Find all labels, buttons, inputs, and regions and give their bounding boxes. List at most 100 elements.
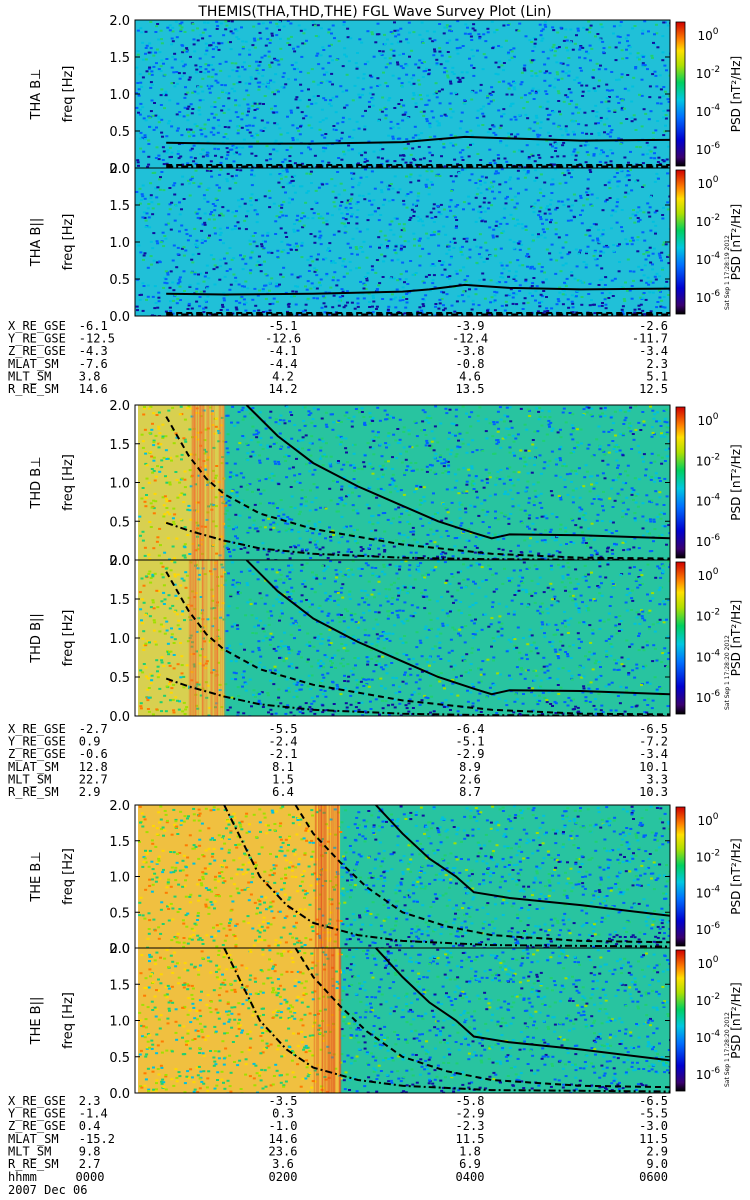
psd-speck [160, 118, 164, 121]
psd-speck [489, 301, 493, 304]
psd-speck [155, 146, 159, 149]
psd-speck [209, 160, 213, 163]
psd-speck [188, 76, 192, 79]
psd-speck [189, 55, 192, 58]
psd-speck [422, 486, 426, 489]
psd-speck [235, 210, 238, 213]
psd-speck [392, 54, 396, 57]
psd-speck [496, 470, 500, 473]
psd-speck [254, 199, 258, 202]
psd-speck [407, 429, 411, 432]
psd-speck [434, 472, 438, 475]
psd-speck [426, 94, 429, 97]
psd-speck [440, 557, 444, 560]
psd-speck [149, 240, 153, 243]
psd-speck [210, 112, 214, 115]
psd-speck [346, 36, 350, 39]
psd-speck [500, 511, 504, 514]
psd-speck [429, 469, 432, 472]
psd-speck [612, 25, 616, 28]
psd-speck [625, 184, 628, 187]
psd-speck [168, 306, 172, 309]
psd-speck [175, 266, 179, 269]
psd-speck [582, 26, 586, 29]
psd-speck [461, 45, 465, 47]
psd-speck [400, 82, 404, 85]
psd-speck [547, 208, 551, 211]
psd-speck [466, 275, 470, 278]
psd-speck [609, 520, 613, 523]
psd-speck [346, 242, 350, 245]
psd-speck [559, 128, 563, 131]
psd-speck [488, 494, 492, 497]
psd-speck [248, 124, 252, 127]
psd-speck [430, 501, 434, 504]
psd-speck [266, 38, 270, 41]
psd-speck [293, 480, 297, 483]
psd-speck [512, 86, 516, 89]
psd-speck [215, 20, 219, 23]
psd-speck [376, 406, 380, 409]
psd-speck [409, 191, 413, 194]
psd-speck [236, 116, 240, 118]
psd-speck [193, 227, 197, 230]
psd-speck [265, 553, 269, 556]
psd-speck [170, 43, 173, 46]
psd-speck [158, 178, 162, 181]
psd-speck [135, 106, 139, 109]
psd-speck [262, 103, 265, 105]
psd-speck [619, 409, 622, 412]
y-axis-label: freq [Hz] [61, 66, 76, 123]
psd-speck [498, 60, 502, 63]
psd-speck [580, 296, 584, 298]
psd-speck [350, 301, 354, 304]
psd-speck [438, 23, 442, 25]
psd-speck [485, 257, 489, 260]
psd-speck [474, 91, 478, 94]
psd-speck [270, 277, 274, 280]
psd-speck [439, 553, 443, 555]
psd-speck [434, 303, 438, 305]
psd-speck [276, 59, 280, 62]
psd-speck [583, 519, 587, 522]
psd-speck [538, 70, 542, 73]
psd-speck [404, 306, 408, 309]
psd-speck [138, 108, 142, 111]
psd-speck [438, 102, 442, 105]
psd-speck [641, 515, 645, 518]
psd-speck [344, 218, 348, 221]
psd-speck [402, 426, 406, 429]
psd-speck [529, 61, 533, 64]
psd-speck [390, 481, 394, 484]
psd-speck [341, 65, 345, 68]
psd-speck [594, 147, 598, 150]
psd-speck [633, 308, 637, 311]
psd-speck [559, 496, 563, 499]
psd-speck [349, 269, 353, 272]
psd-speck [525, 255, 529, 258]
psd-speck [576, 27, 580, 30]
psd-speck [173, 85, 177, 88]
psd-speck [394, 35, 398, 38]
psd-speck [368, 422, 372, 425]
psd-speck [192, 134, 196, 137]
psd-speck [475, 490, 479, 493]
psd-speck [247, 110, 250, 113]
psd-speck [207, 505, 211, 508]
psd-speck [652, 247, 656, 250]
psd-speck [620, 108, 624, 111]
psd-speck [164, 278, 168, 281]
psd-speck [309, 148, 312, 151]
psd-speck [220, 109, 224, 112]
psd-speck [602, 245, 606, 248]
psd-speck [139, 102, 143, 105]
psd-speck [183, 526, 187, 529]
psd-speck [565, 277, 569, 280]
psd-speck [225, 157, 228, 160]
psd-speck [227, 20, 231, 23]
psd-speck [620, 76, 624, 79]
psd-speck [183, 543, 187, 546]
psd-speck [462, 266, 466, 269]
psd-speck [557, 46, 561, 49]
psd-speck [412, 232, 416, 235]
